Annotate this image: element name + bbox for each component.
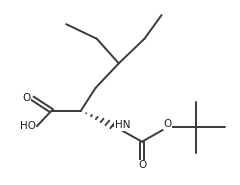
- Text: O: O: [138, 160, 146, 170]
- Text: O: O: [23, 93, 31, 103]
- Text: HN: HN: [115, 120, 131, 130]
- Text: HO: HO: [20, 121, 36, 131]
- Text: O: O: [164, 119, 172, 129]
